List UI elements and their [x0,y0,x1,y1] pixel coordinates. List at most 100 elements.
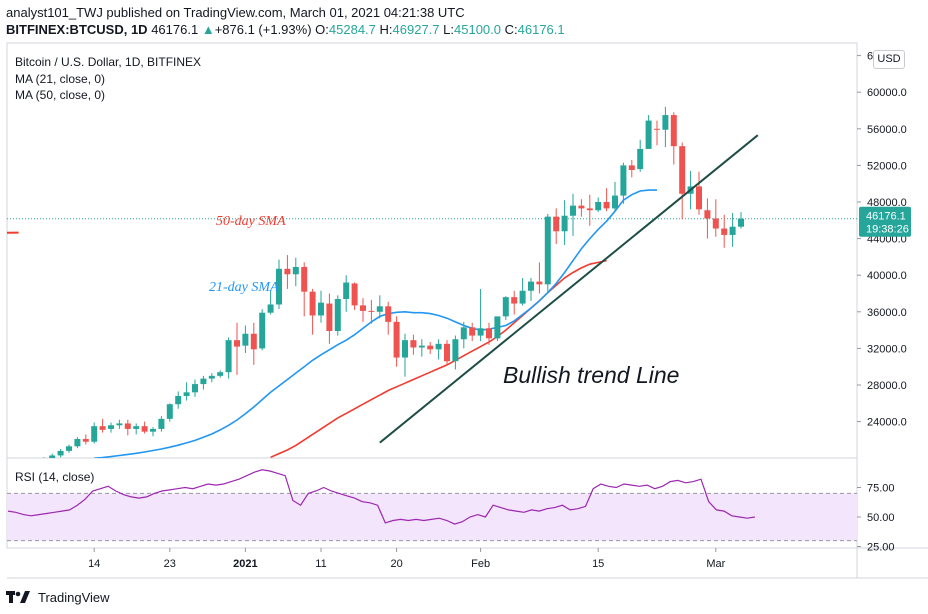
candle-body [175,395,182,405]
candle-body [528,281,534,291]
low-label: L: [443,22,454,37]
rsi-tick-label: 75.00 [867,483,895,495]
candle-body [292,266,299,275]
candle-body [637,148,644,170]
last-price-badge [859,206,911,237]
ma21-legend: MA (21, close, 0) [15,72,105,86]
candle-body [217,372,224,376]
candle-body [133,426,140,429]
rsi-line [7,469,755,525]
change-arrow: ▲ [201,22,215,37]
price-tick-label: 36000.0 [867,307,907,319]
candle-body [402,340,408,358]
candle-body [418,345,425,348]
candle-body [150,428,156,432]
candle-body [469,327,476,336]
trend-annotation: Bullish trend Line [503,362,679,388]
candle-body [544,216,551,285]
price-tick-label: 24000.0 [867,417,907,429]
candle-body [536,281,543,285]
candle-body [108,425,114,429]
candle-body [670,115,677,147]
candle-body [553,216,560,232]
candle-body [166,404,173,419]
candle-body [99,426,106,430]
candle-body [452,339,459,362]
candle-body [603,202,610,209]
price-tick-label: 56000.0 [867,124,907,136]
candle-body [578,205,585,209]
last-price: 46176.1 [151,22,199,37]
time-tick-label: 20 [390,558,402,570]
candle-body [570,205,576,216]
candle-body [66,446,72,451]
price-tick-label: 48000.0 [867,197,907,209]
candle-body [124,423,131,429]
candle-body [351,283,358,306]
tradingview-logo-icon [6,591,30,603]
candle-body [738,218,744,227]
candle-body [318,302,324,316]
candle-body [393,321,400,358]
candle-body [200,378,207,385]
candle-body [141,426,148,432]
ma50-legend: MA (50, close, 0) [15,88,105,102]
candle-body [444,343,450,362]
price-tick-label: 28000.0 [867,380,907,392]
price-pane [0,106,857,467]
high-label: H: [379,22,393,37]
candle-body [612,195,618,209]
tradingview-brand: TradingView [38,589,110,605]
rsi-tick-label: 50.00 [867,512,895,524]
candle-body [410,340,417,348]
candle-body [91,426,98,442]
candle-body [250,333,257,350]
candle-body [276,268,282,305]
candle-body [116,423,123,426]
candle-body [494,316,501,339]
candle-body [234,340,240,347]
candle-body [49,455,56,458]
candle-body [208,375,215,379]
tradingview-footer[interactable]: TradingView [6,586,110,608]
candle-body [183,392,190,396]
candle-body [477,328,484,336]
sma21-legacy-segment [0,281,2,285]
candle-body [502,297,509,317]
price-tick-label: 32000.0 [867,343,907,355]
time-tick-label: 15 [592,558,604,570]
close-label: C: [504,22,518,37]
candle-body [662,115,669,130]
chart-frame [6,42,858,549]
currency-button[interactable]: USD [873,50,905,69]
countdown-badge-value: 19:38:26 [866,224,909,236]
time-tick-label: Feb [471,558,490,570]
candle-body [242,333,249,346]
price-tick-label: 52000.0 [867,160,907,172]
candle-body [696,186,702,210]
candle-body [654,128,660,130]
candle-body [360,305,366,311]
candle-body [158,418,165,429]
candle-body [284,268,291,275]
price-tick-label: 60000.0 [867,87,907,99]
candle-body [32,464,38,467]
price-change: +876.1 (+1.93%) [214,22,312,37]
rsi-tick-label: 25.00 [867,542,895,554]
time-tick-label: 14 [88,558,100,570]
candle-body [334,298,341,332]
candle-body [486,328,492,339]
time-tick-label: 11 [315,558,326,570]
open-value: 45284.7 [328,22,376,37]
publish-header: analyst101_TWJ published on TradingView.… [6,4,565,38]
candle-body [721,228,728,235]
candle-body [586,208,593,211]
candle-body [628,165,635,170]
time-tick-label: Mar [706,558,725,570]
rsi-band [8,493,857,541]
candle-body [225,340,232,373]
rsi-legend: RSI (14, close) [15,470,94,484]
candle-body [74,438,81,447]
price-tick-label: 6 [867,51,873,63]
